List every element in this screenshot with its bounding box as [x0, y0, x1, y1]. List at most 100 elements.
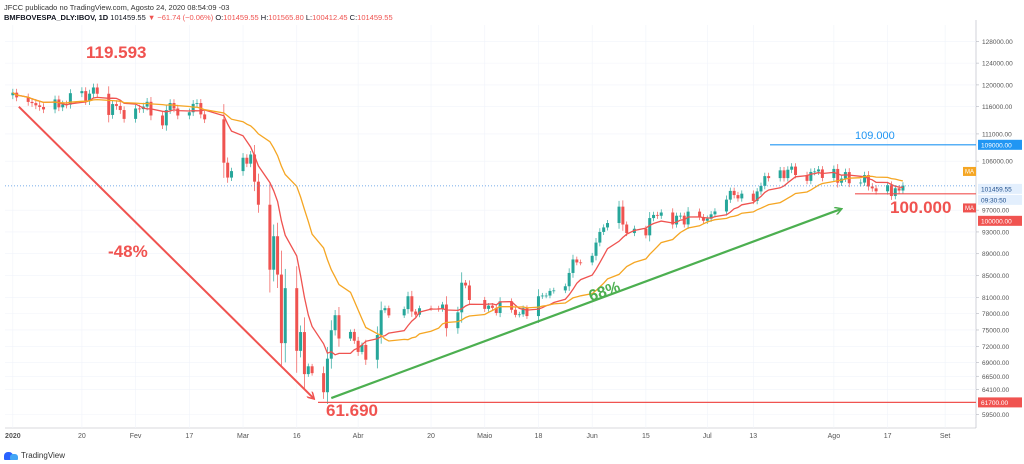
- candle-body: [567, 272, 571, 287]
- candle-body: [191, 103, 195, 113]
- price-tick-label: 64100.00: [982, 387, 1009, 394]
- candle: [68, 89, 72, 109]
- candle: [678, 212, 682, 219]
- candle-body: [57, 99, 61, 108]
- candle-body: [172, 103, 176, 109]
- candle-body: [444, 304, 448, 329]
- candle-body: [95, 87, 99, 94]
- resistance-label: 109.000: [855, 130, 895, 142]
- candle-body: [625, 224, 629, 234]
- candle: [42, 103, 46, 114]
- candle-body: [176, 108, 180, 116]
- candle-body: [786, 169, 790, 179]
- candle-body: [732, 190, 736, 196]
- candle-body: [61, 104, 65, 108]
- candle: [245, 154, 249, 168]
- candle: [191, 100, 195, 117]
- candle: [893, 184, 897, 200]
- candle-body: [302, 332, 306, 375]
- candle: [114, 100, 118, 110]
- candle-body: [467, 285, 471, 300]
- candle-body: [42, 106, 46, 110]
- candle: [698, 208, 702, 221]
- candle-body: [333, 315, 337, 331]
- candle: [406, 291, 410, 314]
- candle-body: [794, 166, 798, 176]
- candle-body: [456, 312, 460, 329]
- candle: [38, 101, 42, 111]
- candle: [602, 224, 606, 236]
- time-tick-label: 20: [427, 433, 435, 440]
- candle: [203, 110, 207, 124]
- candle-body: [164, 110, 168, 126]
- candle-body: [490, 305, 494, 308]
- price-tick-label: 66500.00: [982, 374, 1009, 381]
- price-tick-label: 128000.00: [982, 39, 1013, 46]
- candle: [579, 259, 583, 266]
- time-tick-label: Jun: [587, 433, 598, 440]
- candle-body: [253, 154, 257, 182]
- candle-body: [648, 218, 652, 236]
- candle: [276, 222, 280, 289]
- candle-body: [655, 214, 659, 216]
- candle: [675, 212, 679, 228]
- candle-body: [34, 103, 38, 106]
- candle: [80, 87, 84, 98]
- candle-body: [644, 228, 648, 236]
- candle-body: [897, 188, 901, 191]
- candle: [310, 363, 314, 376]
- time-tick-label: Set: [940, 433, 951, 440]
- candle: [53, 95, 57, 114]
- candle: [686, 207, 690, 229]
- price-tick-label: 69000.00: [982, 360, 1009, 367]
- candle-body: [325, 358, 329, 393]
- candle: [272, 224, 276, 282]
- open-value: 101459.55: [223, 13, 259, 22]
- candle: [402, 306, 406, 318]
- candle: [134, 104, 138, 123]
- candle: [740, 190, 744, 202]
- candle-body: [579, 262, 583, 264]
- price-tick-label: 75000.00: [982, 327, 1009, 334]
- price-tick-label: 120000.00: [982, 82, 1013, 89]
- candle: [701, 213, 705, 224]
- candle: [563, 283, 567, 294]
- candle-body: [705, 218, 709, 221]
- candle-body: [283, 288, 287, 344]
- candle: [322, 366, 326, 399]
- drop-label: -48%: [108, 242, 148, 261]
- candle-body: [778, 170, 782, 179]
- symbol-name[interactable]: BMFBOVESPA_DLY:IBOV, 1D: [4, 13, 109, 22]
- candle: [863, 171, 867, 186]
- candle-body: [375, 335, 379, 360]
- candle-body: [337, 315, 341, 339]
- price-tick-label: 116000.00: [982, 104, 1013, 111]
- candle-body: [241, 157, 245, 172]
- candle: [782, 166, 786, 182]
- candle-body: [767, 176, 771, 179]
- price-tick-label: 85000.00: [982, 273, 1009, 280]
- candle: [249, 150, 253, 168]
- price-tick-label: 93000.00: [982, 229, 1009, 236]
- candle-body: [886, 185, 890, 192]
- candle-body: [525, 308, 529, 317]
- candle-body: [859, 182, 863, 184]
- candle: [11, 88, 15, 100]
- candle: [230, 167, 234, 181]
- candle-body: [88, 93, 92, 102]
- candle: [414, 308, 418, 318]
- tradingview-logo-icon: [4, 451, 18, 460]
- candle-body: [836, 168, 840, 183]
- candle: [652, 211, 656, 222]
- candle-body: [295, 288, 299, 351]
- candle-body: [383, 308, 387, 311]
- price-tick-label: 72000.00: [982, 344, 1009, 351]
- candle-body: [893, 188, 897, 197]
- candle: [348, 329, 352, 341]
- candle-body: [606, 223, 610, 228]
- candle-body: [736, 195, 740, 199]
- candle-body: [379, 310, 383, 336]
- candle-body: [329, 330, 333, 359]
- drop-arrow: [18, 105, 314, 399]
